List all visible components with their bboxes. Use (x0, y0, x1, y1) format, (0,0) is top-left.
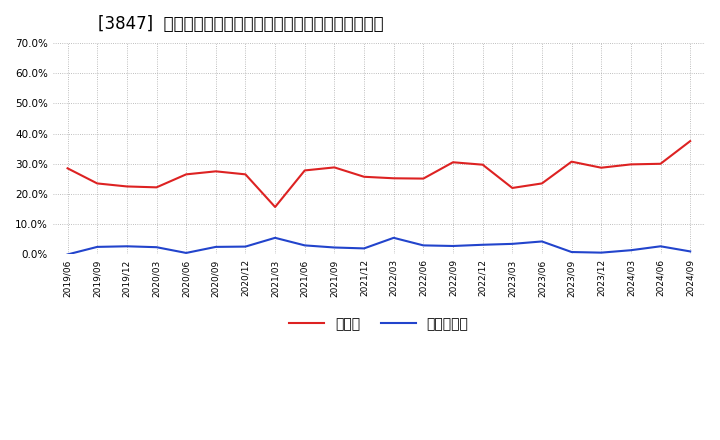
Text: [3847]  現預金、有利子負債の総資産に対する比率の推移: [3847] 現預金、有利子負債の総資産に対する比率の推移 (99, 15, 384, 33)
有利子負債 (241, 244, 250, 249)
Line: 有利子負債: 有利子負債 (68, 238, 690, 254)
現顀金 (93, 181, 102, 186)
有利子負債 (567, 249, 576, 255)
現顀金 (597, 165, 606, 170)
現顀金 (152, 185, 161, 190)
現顀金 (656, 161, 665, 166)
有利子負債 (626, 248, 635, 253)
現顀金 (626, 162, 635, 167)
現顀金 (182, 172, 191, 177)
現顀金 (300, 168, 309, 173)
有利子負債 (478, 242, 487, 247)
現顀金 (122, 184, 131, 189)
有利子負債 (686, 249, 695, 254)
現顀金 (360, 174, 369, 180)
有利子負債 (597, 250, 606, 255)
有利子負債 (152, 245, 161, 250)
有利子負債 (63, 252, 72, 257)
有利子負債 (656, 244, 665, 249)
有利子負債 (93, 244, 102, 249)
現顀金 (567, 159, 576, 164)
現顀金 (241, 172, 250, 177)
現顀金 (419, 176, 428, 181)
現顀金 (390, 176, 398, 181)
現顀金 (330, 165, 338, 170)
現顀金 (538, 181, 546, 186)
有利子負債 (330, 245, 338, 250)
有利子負債 (182, 250, 191, 256)
現顀金 (449, 160, 457, 165)
有利子負債 (271, 235, 279, 241)
Line: 現顀金: 現顀金 (68, 141, 690, 207)
有利子負債 (360, 246, 369, 251)
有利子負債 (419, 243, 428, 248)
現顀金 (271, 204, 279, 209)
有利子負債 (390, 235, 398, 241)
現顀金 (63, 166, 72, 171)
有利子負債 (508, 241, 517, 246)
有利子負債 (212, 244, 220, 249)
有利子負債 (300, 243, 309, 248)
現顀金 (478, 162, 487, 167)
Legend: 現顀金, 有利子負債: 現顀金, 有利子負債 (284, 311, 474, 336)
現顀金 (212, 169, 220, 174)
有利子負債 (122, 244, 131, 249)
有利子負債 (449, 243, 457, 249)
現顀金 (508, 185, 517, 191)
現顀金 (686, 139, 695, 144)
有利子負債 (538, 239, 546, 244)
